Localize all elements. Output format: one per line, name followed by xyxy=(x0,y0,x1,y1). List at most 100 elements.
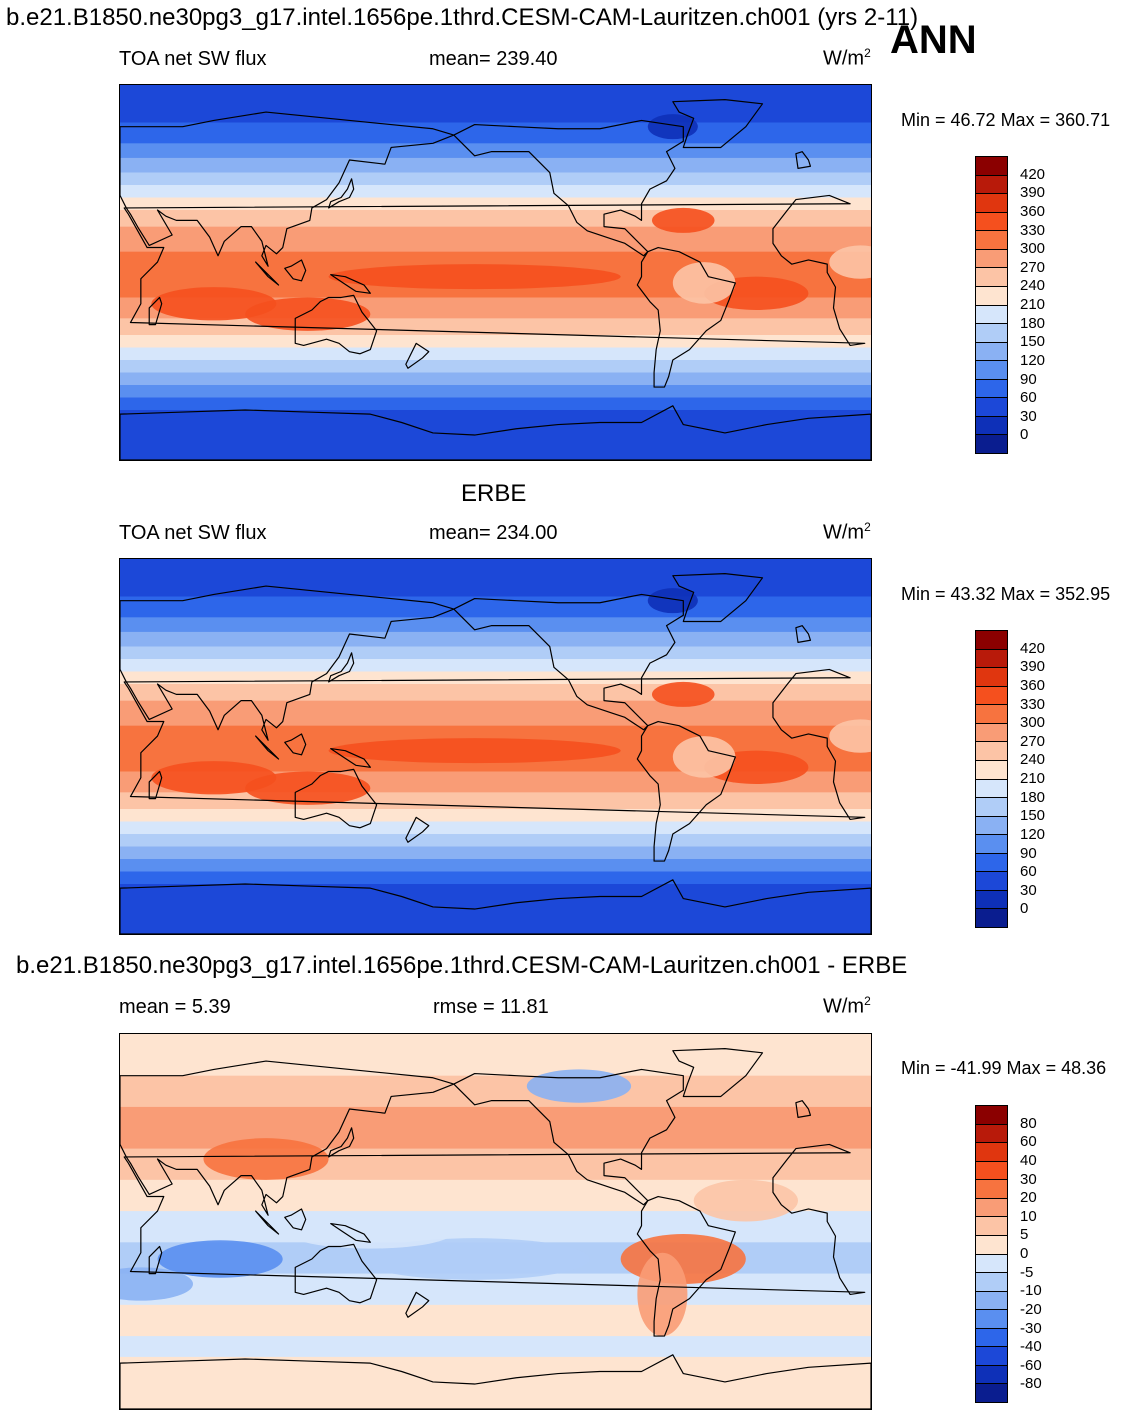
colorbar-box xyxy=(976,816,1007,836)
coastline-australia xyxy=(294,294,378,355)
field-band xyxy=(120,871,871,885)
panel-3-rmse-label: rmse = 11.81 xyxy=(433,996,549,1018)
field-band xyxy=(120,210,871,228)
colorbar-box xyxy=(976,798,1007,817)
field-blob xyxy=(328,264,621,290)
panel-1-units: W/m2 xyxy=(823,46,871,70)
coastline-eurasia xyxy=(120,111,455,267)
panel-3-mean-label: mean = 5.39 xyxy=(119,996,231,1018)
field-blob xyxy=(647,588,698,614)
panel-1-map xyxy=(119,84,872,461)
colorbar-box xyxy=(976,742,1007,761)
coastline-eurasia xyxy=(120,585,455,741)
colorbar-tick-label: 300 xyxy=(1020,240,1046,258)
colorbar-box xyxy=(976,305,1007,325)
colorbar-tick-label: 60 xyxy=(1020,389,1037,407)
colorbar-tick-label: 80 xyxy=(1020,1114,1037,1132)
coastline-africa xyxy=(123,668,866,821)
field-band xyxy=(120,1034,871,1077)
colorbar-tick-label: 10 xyxy=(1020,1207,1037,1225)
field-band xyxy=(120,859,871,872)
field-band xyxy=(120,397,871,411)
field-band xyxy=(120,1075,871,1108)
colorbar-tick-label: -10 xyxy=(1020,1282,1042,1300)
colorbar-tick-label: -40 xyxy=(1020,1338,1042,1356)
field-band xyxy=(120,684,871,702)
colorbar-tick-label: 360 xyxy=(1020,676,1046,694)
field-band xyxy=(120,172,871,186)
coastline-britain xyxy=(795,151,812,169)
colorbar-box xyxy=(976,1384,1007,1402)
field-band xyxy=(120,385,871,398)
coastline-australia xyxy=(294,1243,378,1304)
colorbar-box xyxy=(976,416,1007,436)
colorbar-box xyxy=(976,1347,1007,1366)
colorbar-box xyxy=(976,1310,1007,1329)
field-band xyxy=(120,834,871,847)
coastline-borneo xyxy=(284,259,307,282)
coastline-newzealand xyxy=(405,1291,430,1318)
coastline-antarctica xyxy=(120,879,871,934)
colorbar-tick-label: 5 xyxy=(1020,1226,1029,1244)
field-band xyxy=(120,659,871,672)
colorbar-box xyxy=(976,760,1007,780)
coastline-madagascar xyxy=(148,296,163,326)
coastline-sumatra xyxy=(255,261,280,286)
colorbar-box xyxy=(976,1328,1007,1348)
colorbar-tick-label: 0 xyxy=(1020,900,1029,918)
field-blob xyxy=(829,719,871,753)
field-blob xyxy=(120,1267,193,1301)
colorbar-box xyxy=(976,872,1007,891)
colorbar-tick-label: -60 xyxy=(1020,1356,1042,1374)
coastline-eurasia xyxy=(120,1060,455,1216)
colorbar-tick-label: 40 xyxy=(1020,1151,1037,1169)
field-blob xyxy=(672,262,736,304)
coastline-britain xyxy=(795,1100,812,1118)
coastline-madagascar xyxy=(148,770,163,800)
colorbar-box xyxy=(976,668,1007,687)
colorbar-box xyxy=(976,268,1007,287)
colorbar-box xyxy=(976,631,1007,650)
colorbar-box xyxy=(976,435,1007,453)
field-band xyxy=(120,1336,871,1358)
colorbar-box xyxy=(976,212,1007,232)
coastline-northamerica xyxy=(453,119,684,257)
coastline-greenland xyxy=(672,99,764,149)
panel-1-left-label: TOA net SW flux xyxy=(119,48,267,70)
panel-3-map xyxy=(119,1033,872,1410)
colorbar-tick-label: 420 xyxy=(1020,639,1046,657)
colorbar-box xyxy=(976,723,1007,743)
coastline-greenland xyxy=(672,1048,764,1098)
colorbar-box xyxy=(976,1291,1007,1311)
panel-2-left-label: TOA net SW flux xyxy=(119,522,267,544)
season-label: ANN xyxy=(890,18,977,62)
colorbar-tick-label: 210 xyxy=(1020,296,1046,313)
colorbar-box xyxy=(976,1365,1007,1385)
colorbar-tick-label: 180 xyxy=(1020,788,1046,806)
coastline-borneo xyxy=(284,733,307,756)
panel-3-heading: b.e21.B1850.ne30pg3_g17.intel.1656pe.1th… xyxy=(16,952,908,979)
colorbar-tick-label: 330 xyxy=(1020,695,1046,713)
coastline-greenland xyxy=(672,573,764,623)
colorbar-box xyxy=(976,361,1007,380)
field-band xyxy=(120,809,871,822)
field-band xyxy=(120,1356,871,1409)
colorbar-box xyxy=(976,286,1007,306)
panel-2-units: W/m2 xyxy=(823,520,871,544)
field-band xyxy=(120,226,871,253)
panel-1-colorbar xyxy=(975,156,1008,454)
field-blob xyxy=(637,1252,688,1337)
colorbar-box xyxy=(976,1143,1007,1162)
coastline-newzealand xyxy=(405,342,430,369)
colorbar-tick-label: 20 xyxy=(1020,1189,1037,1207)
colorbar-box xyxy=(976,1273,1007,1292)
coastline-sumatra xyxy=(255,1210,280,1235)
colorbar-tick-label: 330 xyxy=(1020,221,1046,239)
colorbar-box xyxy=(976,1161,1007,1181)
field-blob xyxy=(286,1215,454,1249)
colorbar-box xyxy=(976,779,1007,799)
field-blob xyxy=(647,114,698,140)
field-band xyxy=(120,1304,871,1337)
colorbar-tick-label: 150 xyxy=(1020,807,1046,825)
field-blob xyxy=(359,1238,590,1280)
